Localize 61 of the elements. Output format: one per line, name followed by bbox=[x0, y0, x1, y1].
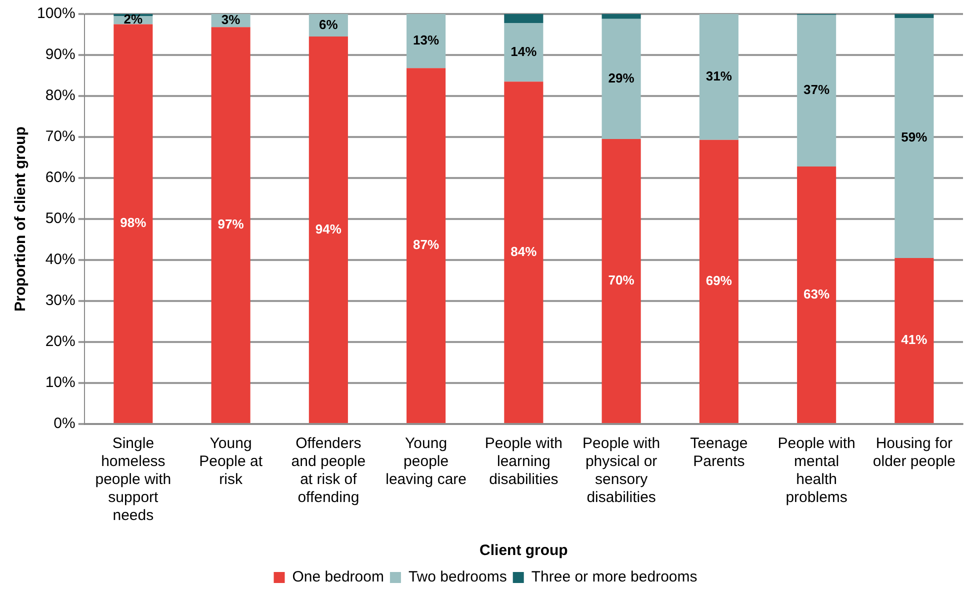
data-label: 98% bbox=[120, 215, 147, 230]
x-tick-label: Teenage Parents bbox=[690, 435, 748, 470]
data-label: 29% bbox=[608, 70, 635, 86]
x-tick-label: Young people leaving care bbox=[386, 435, 466, 488]
x-tick-label: Single homeless people with support needs bbox=[95, 435, 172, 524]
data-label: 37% bbox=[804, 82, 830, 98]
data-label: 69% bbox=[706, 273, 732, 288]
data-label: 59% bbox=[901, 130, 928, 145]
y-tick-label: 0% bbox=[54, 415, 76, 432]
bar bbox=[504, 23, 544, 82]
data-label: 13% bbox=[413, 32, 440, 48]
x-axis-title: Client group bbox=[480, 542, 568, 560]
bar bbox=[602, 18, 641, 140]
y-axis-title: Proportion of client group bbox=[12, 126, 30, 312]
y-tick-label: 80% bbox=[45, 87, 76, 104]
y-tick-label: 90% bbox=[45, 46, 76, 64]
bar bbox=[894, 258, 934, 423]
x-tick-label: Offenders and people at risk of offending bbox=[291, 435, 366, 506]
y-tick-label: 50% bbox=[45, 210, 76, 228]
bar bbox=[308, 36, 348, 423]
x-tick-label: Young People at risk bbox=[199, 435, 264, 488]
bar bbox=[894, 18, 934, 258]
x-tick-label: People with learning disabilities bbox=[484, 435, 562, 488]
data-label: 63% bbox=[804, 286, 830, 302]
y-tick-label: 100% bbox=[36, 5, 76, 22]
data-label: 84% bbox=[510, 244, 538, 259]
data-label: 2% bbox=[124, 12, 144, 27]
data-label: 6% bbox=[319, 16, 338, 32]
bar bbox=[894, 14, 934, 18]
data-label: 14% bbox=[510, 44, 538, 59]
y-tick-label: 60% bbox=[45, 169, 76, 186]
data-label: 97% bbox=[218, 216, 244, 232]
bar bbox=[504, 82, 544, 423]
bar bbox=[699, 140, 738, 423]
bar bbox=[114, 24, 153, 423]
y-tick-label: 40% bbox=[45, 251, 76, 268]
bar bbox=[504, 14, 544, 24]
legend-label: One bedroom bbox=[292, 568, 384, 586]
y-tick-label: 30% bbox=[45, 292, 76, 310]
data-label: 94% bbox=[315, 221, 342, 236]
x-tick-label: Housing for older people bbox=[872, 435, 956, 470]
bar bbox=[797, 14, 836, 167]
bar bbox=[406, 68, 446, 423]
x-tick-label: People with mental health problems bbox=[778, 435, 856, 506]
y-tick-label: 20% bbox=[45, 333, 76, 350]
legend-label: Three or more bedrooms bbox=[531, 568, 698, 586]
data-label: 3% bbox=[221, 12, 241, 28]
bar bbox=[406, 14, 446, 68]
bar bbox=[602, 14, 641, 19]
bar bbox=[797, 166, 836, 423]
bar bbox=[699, 14, 738, 140]
data-label: 87% bbox=[413, 237, 440, 252]
bar bbox=[211, 27, 250, 423]
data-label: 70% bbox=[608, 272, 635, 288]
y-tick-label: 10% bbox=[45, 374, 76, 392]
legend-label: Two bedrooms bbox=[408, 568, 507, 586]
x-tick-label: People with physical or sensory disabilities bbox=[582, 435, 660, 506]
data-label: 41% bbox=[901, 332, 928, 348]
y-tick-label: 70% bbox=[45, 128, 76, 146]
bar bbox=[602, 139, 641, 423]
data-label: 31% bbox=[706, 68, 732, 84]
